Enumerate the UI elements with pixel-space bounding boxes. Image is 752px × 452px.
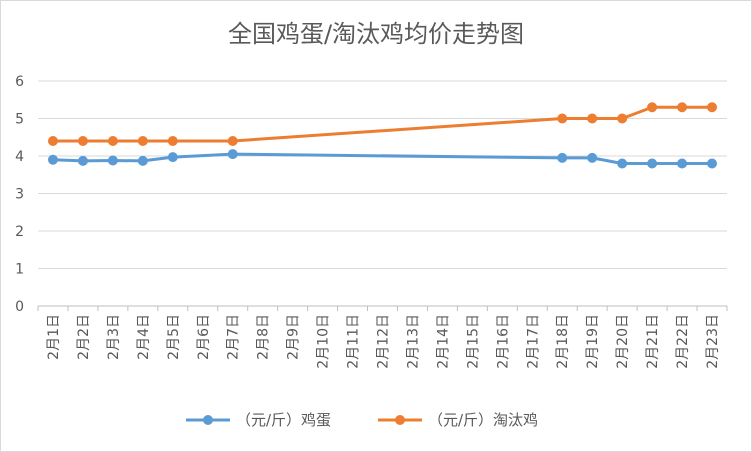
x-tick-label: 2月20日 (615, 314, 631, 369)
data-point (167, 152, 178, 163)
data-point (557, 152, 568, 163)
y-tick-label: 6 (15, 74, 24, 90)
y-tick-label: 3 (15, 187, 24, 203)
data-point (77, 155, 88, 166)
x-tick-label: 2月4日 (136, 314, 152, 360)
data-point (107, 155, 118, 166)
legend: （元/斤）鸡蛋 （元/斤）淘汰鸡 (186, 411, 538, 429)
series-group (47, 102, 718, 169)
data-point (617, 158, 628, 169)
x-tick-label: 2月19日 (585, 314, 601, 369)
x-tick-label: 2月12日 (376, 314, 392, 369)
y-tick-label: 5 (15, 112, 24, 128)
data-point (677, 158, 688, 169)
legend-label: （元/斤）淘汰鸡 (428, 411, 538, 429)
legend-item: （元/斤）淘汰鸡 (378, 411, 538, 429)
data-point (647, 158, 658, 169)
series-line (51, 105, 714, 143)
data-point (167, 136, 178, 146)
y-tick-label: 1 (15, 262, 24, 278)
data-point (557, 113, 568, 124)
x-tick-label: 2月13日 (405, 314, 421, 369)
x-tick-label: 2月23日 (705, 314, 721, 369)
x-tick-label: 2月16日 (495, 314, 511, 369)
data-point (47, 154, 58, 165)
gridlines (38, 80, 727, 269)
data-point (707, 158, 718, 169)
data-point (137, 136, 148, 146)
x-tick-label: 2月22日 (675, 314, 691, 369)
x-axis-ticks: 2月1日 2月2日 2月3日 2月4日 2月5日 2月6日 2月7日 2月8日 2月9日 2月10… (46, 314, 721, 369)
data-point (707, 102, 718, 113)
y-axis-ticks: 0 1 2 3 4 5 6 (15, 74, 24, 315)
chart-title: 全国鸡蛋/淘汰鸡均价走势图 (228, 20, 524, 48)
y-tick-label: 0 (15, 299, 24, 315)
x-tick-label: 2月5日 (166, 314, 182, 360)
x-tick-label: 2月2日 (76, 314, 92, 360)
x-tick-label: 2月6日 (196, 314, 212, 360)
y-tick-label: 4 (15, 149, 24, 165)
data-point (137, 155, 148, 166)
data-point (587, 152, 598, 163)
series-1 (47, 149, 718, 169)
legend-swatch-marker (203, 415, 213, 425)
x-tick-label: 2月18日 (555, 314, 571, 369)
y-tick-label: 2 (15, 224, 24, 240)
x-tick-label: 2月15日 (465, 314, 481, 369)
x-tick-label: 2月10日 (316, 314, 332, 369)
x-tick-label: 2月9日 (286, 314, 302, 360)
data-point (647, 102, 658, 113)
data-point (227, 136, 238, 146)
x-tick-label: 2月14日 (435, 314, 451, 369)
series-2 (47, 102, 718, 146)
x-tick-label: 2月11日 (346, 314, 362, 369)
data-point (227, 149, 238, 160)
legend-swatch-marker (395, 415, 405, 425)
x-tick-label: 2月1日 (46, 314, 62, 360)
x-tick-label: 2月3日 (106, 314, 122, 360)
data-point (677, 102, 688, 113)
data-point (617, 113, 628, 124)
x-tick-label: 2月7日 (226, 314, 242, 360)
data-point (77, 136, 88, 146)
legend-label: （元/斤）鸡蛋 (236, 411, 331, 429)
data-point (587, 113, 598, 124)
x-axis (37, 305, 728, 311)
data-point (47, 136, 58, 146)
x-tick-label: 2月8日 (256, 314, 272, 360)
data-point (107, 136, 118, 146)
x-tick-label: 2月17日 (525, 314, 541, 369)
x-tick-label: 2月21日 (645, 314, 661, 369)
legend-item: （元/斤）鸡蛋 (186, 411, 331, 429)
